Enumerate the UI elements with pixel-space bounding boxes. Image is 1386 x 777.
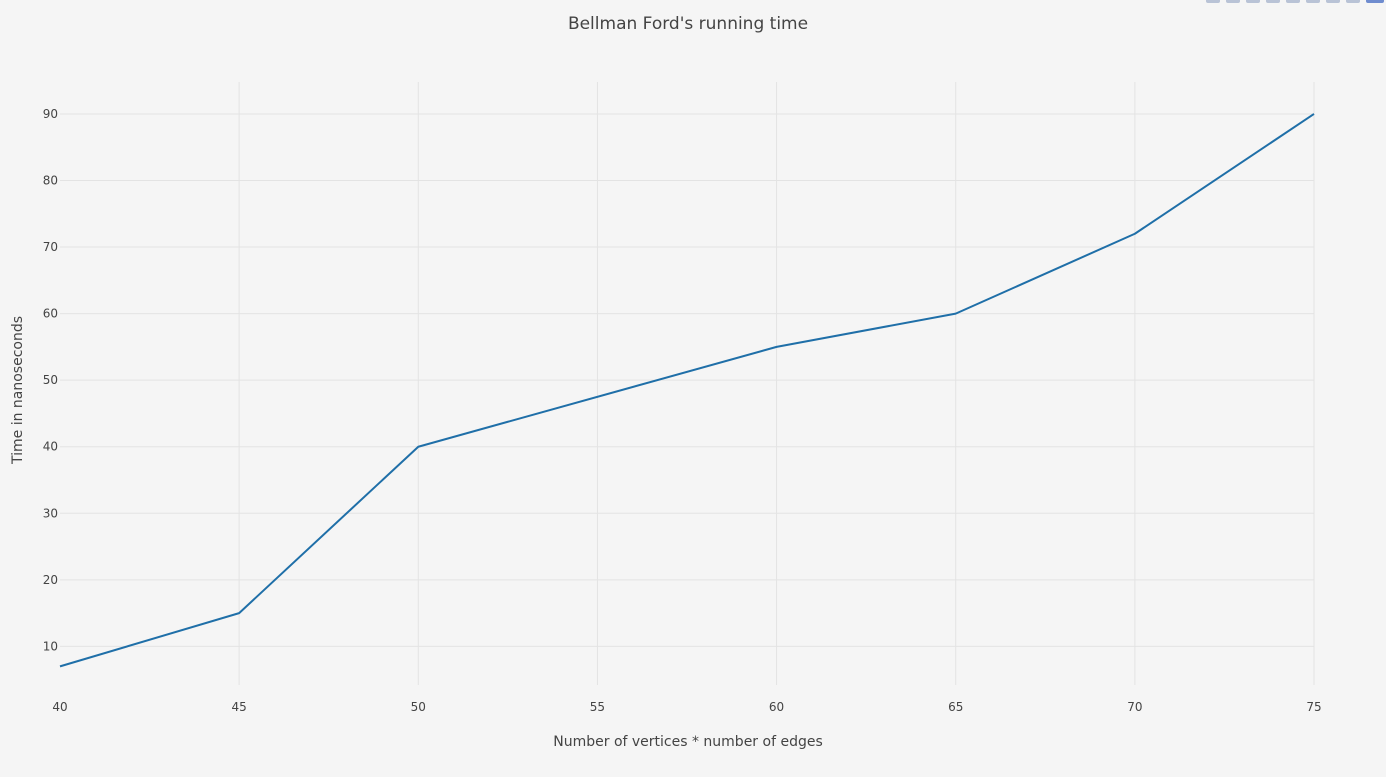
zoom-out-icon[interactable]: [1266, 0, 1280, 3]
reset-axes-icon[interactable]: [1306, 0, 1320, 3]
y-tick-label: 80: [43, 174, 58, 188]
autoscale-icon[interactable]: [1286, 0, 1300, 3]
y-tick-label: 30: [43, 506, 58, 520]
y-tick-label: 20: [43, 573, 58, 587]
zoom-icon[interactable]: [1206, 0, 1220, 3]
data-point[interactable]: [236, 610, 242, 616]
x-tick-label: 50: [411, 700, 426, 714]
x-tick-label: 70: [1127, 700, 1142, 714]
zoom-in-icon[interactable]: [1246, 0, 1260, 3]
x-tick-label: 75: [1306, 700, 1321, 714]
x-tick-label: 60: [769, 700, 784, 714]
y-axis-title: Time in nanoseconds: [10, 315, 26, 465]
pan-icon[interactable]: [1226, 0, 1240, 3]
hover-compare-icon[interactable]: [1346, 0, 1360, 3]
y-tick-label: 70: [43, 240, 58, 254]
y-tick-label: 50: [43, 373, 58, 387]
x-tick-label: 65: [948, 700, 963, 714]
y-tick-label: 10: [43, 639, 58, 653]
chart-title: Bellman Ford's running time: [567, 14, 809, 34]
data-point[interactable]: [953, 311, 959, 317]
data-point[interactable]: [415, 444, 421, 450]
data-point[interactable]: [1311, 111, 1317, 117]
x-tick-label: 45: [232, 700, 247, 714]
data-point[interactable]: [1132, 231, 1138, 237]
data-point[interactable]: [57, 663, 63, 669]
y-tick-label: 40: [43, 440, 58, 454]
x-tick-label: 40: [52, 700, 67, 714]
series-line: [59, 113, 1315, 668]
chart-modebar[interactable]: [1206, 0, 1384, 4]
hover-closest-icon[interactable]: [1326, 0, 1340, 3]
plotly-logo-icon[interactable]: [1366, 0, 1384, 3]
y-tick-label: 60: [43, 307, 58, 321]
x-axis-title: Number of vertices * number of edges: [553, 734, 823, 750]
x-tick-label: 55: [590, 700, 605, 714]
data-point[interactable]: [774, 344, 780, 350]
y-tick-label: 90: [43, 107, 58, 121]
